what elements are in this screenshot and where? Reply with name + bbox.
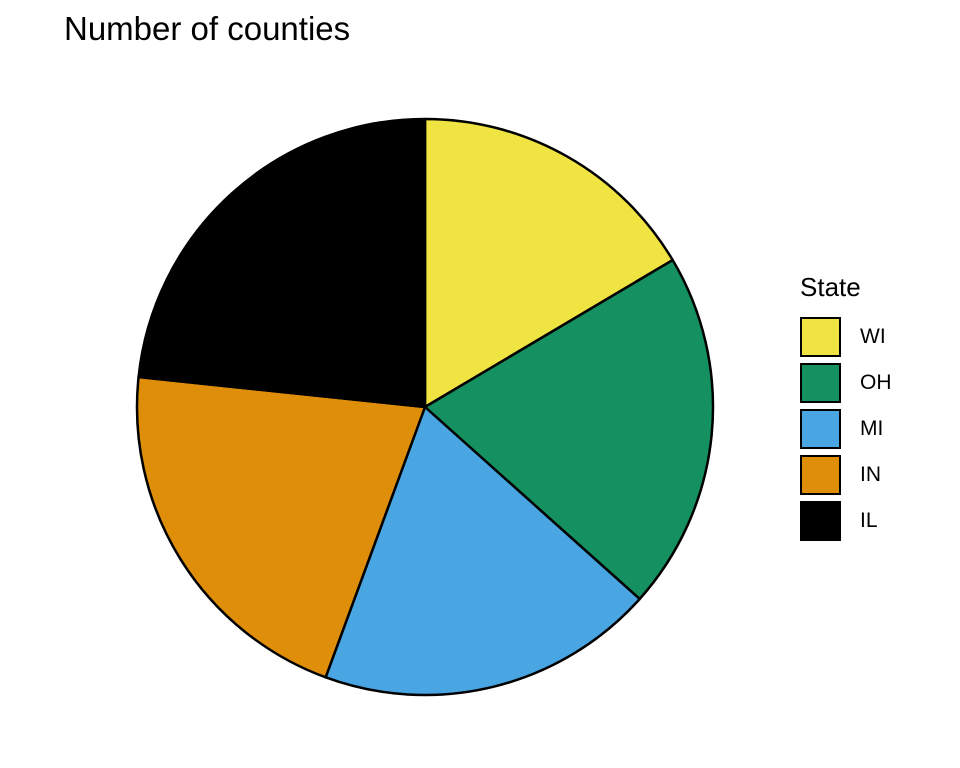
legend-swatch-il bbox=[800, 501, 841, 541]
legend-swatch-mi bbox=[800, 409, 841, 449]
pie-slice-oh bbox=[423, 258, 715, 601]
pie-slices bbox=[135, 117, 715, 697]
pie-slice-wi bbox=[423, 117, 674, 409]
legend-label-oh: OH bbox=[860, 371, 892, 394]
legend-swatch-oh bbox=[800, 363, 841, 403]
legend: State WI OH MI IN IL bbox=[800, 270, 892, 544]
legend-title: State bbox=[800, 272, 861, 302]
legend-label-wi: WI bbox=[860, 325, 886, 348]
legend-item-mi: MI bbox=[800, 406, 892, 452]
pie-slice-il bbox=[137, 117, 427, 409]
legend-label-mi: MI bbox=[860, 417, 884, 440]
legend-label-il: IL bbox=[860, 509, 878, 532]
legend-swatch-in bbox=[800, 455, 841, 495]
legend-item-in: IN bbox=[800, 452, 892, 498]
chart-title: Number of counties bbox=[64, 10, 351, 47]
legend-item-il: IL bbox=[800, 498, 892, 544]
legend-items: WI OH MI IN IL bbox=[800, 314, 892, 544]
pie-slice-in bbox=[135, 375, 427, 679]
legend-label-in: IN bbox=[860, 463, 881, 486]
legend-item-oh: OH bbox=[800, 360, 892, 406]
legend-swatch-wi bbox=[800, 317, 841, 357]
pie-slice-mi bbox=[324, 405, 641, 697]
legend-item-wi: WI bbox=[800, 314, 892, 360]
